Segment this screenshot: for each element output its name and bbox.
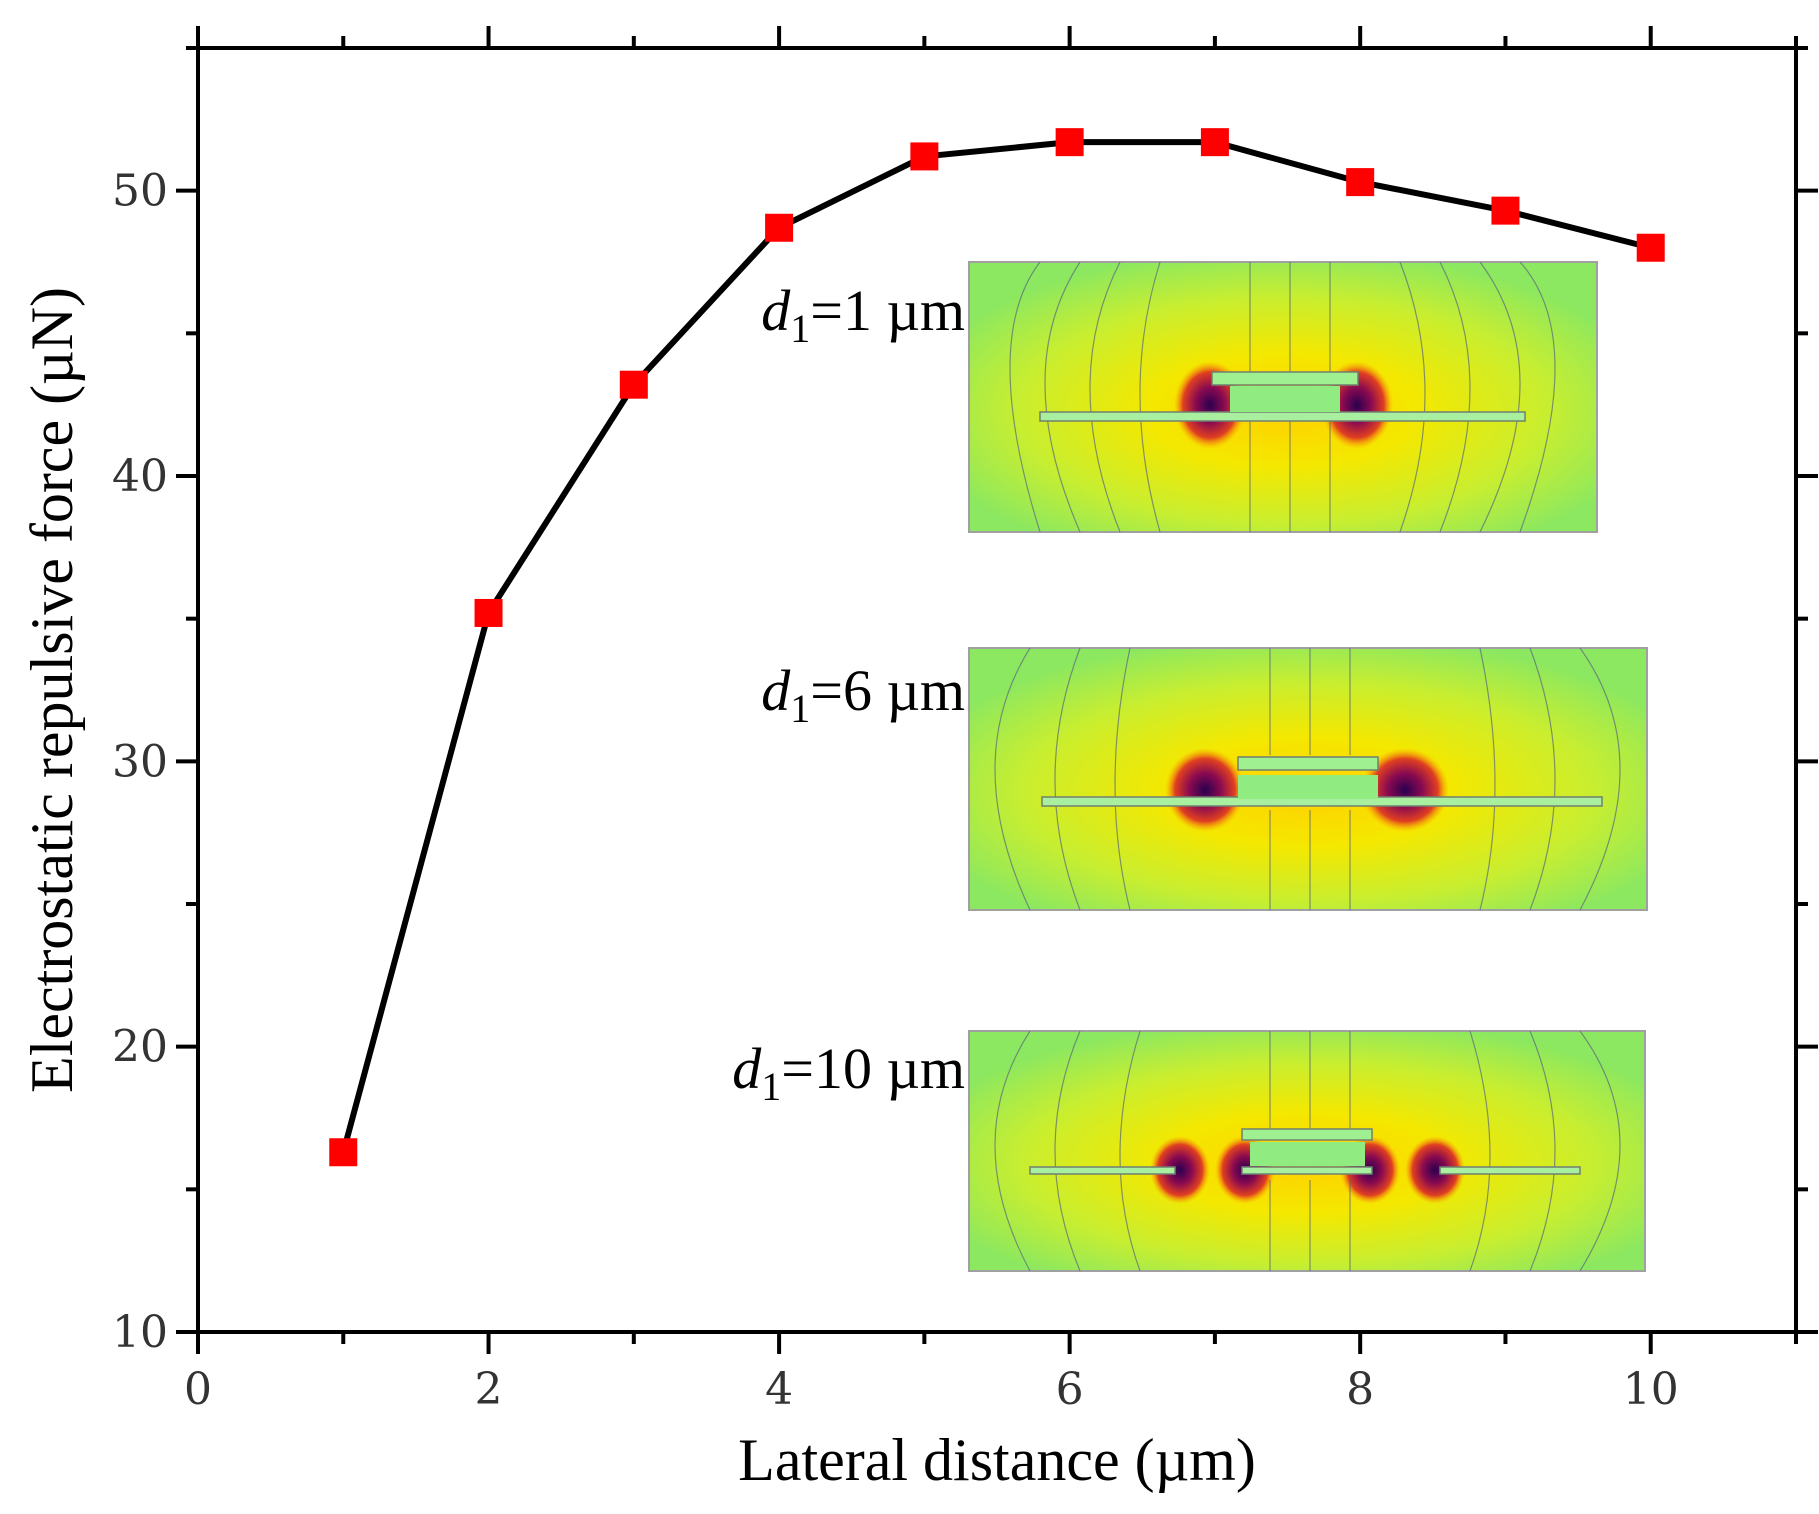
y-axis-title: Electrostatic repulsive force (µN) bbox=[19, 287, 85, 1093]
series-line bbox=[340, 139, 1652, 1154]
x-tick-label: 6 bbox=[1056, 1364, 1084, 1415]
y-tick-label: 10 bbox=[112, 1307, 168, 1358]
inset-label-1: d1=1 µm bbox=[761, 278, 965, 351]
data-point bbox=[910, 142, 939, 171]
x-tick-label: 2 bbox=[475, 1364, 503, 1415]
y-tick-label: 50 bbox=[112, 166, 168, 217]
x-tick-label: 4 bbox=[765, 1364, 793, 1415]
y-tick-label: 30 bbox=[112, 736, 168, 787]
data-point bbox=[329, 1138, 358, 1167]
data-point bbox=[1055, 128, 1084, 157]
data-point bbox=[619, 370, 648, 399]
inset-image-d1-10um bbox=[968, 1030, 1646, 1272]
series-markers bbox=[329, 128, 1665, 1167]
y-tick-label: 40 bbox=[112, 451, 168, 502]
axis-tick-labels: 0 2 4 6 8 10 10 20 30 40 50 bbox=[112, 166, 1679, 1415]
inset-label-3: d1=10 µm bbox=[732, 1036, 965, 1109]
x-tick-label: 8 bbox=[1346, 1364, 1374, 1415]
data-point bbox=[765, 213, 794, 242]
y-tick-label: 20 bbox=[112, 1022, 168, 1073]
inset-label-2: d1=6 µm bbox=[761, 658, 965, 731]
inset-image-d1-1um bbox=[968, 261, 1598, 533]
axis-ticks bbox=[176, 26, 1818, 1354]
data-point bbox=[1200, 128, 1229, 157]
plot-frame bbox=[196, 46, 1798, 1334]
data-point bbox=[1636, 233, 1665, 262]
data-point bbox=[1491, 196, 1520, 225]
data-point bbox=[1346, 168, 1375, 197]
x-tick-label: 0 bbox=[184, 1364, 212, 1415]
inset-field-images bbox=[968, 261, 1648, 1272]
data-point bbox=[474, 598, 503, 627]
x-axis-title: Lateral distance (µm) bbox=[738, 1427, 1256, 1493]
x-tick-label: 10 bbox=[1623, 1364, 1679, 1415]
inset-image-d1-6um bbox=[968, 647, 1648, 911]
